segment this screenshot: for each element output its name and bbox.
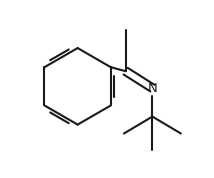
Text: N: N bbox=[147, 82, 157, 95]
